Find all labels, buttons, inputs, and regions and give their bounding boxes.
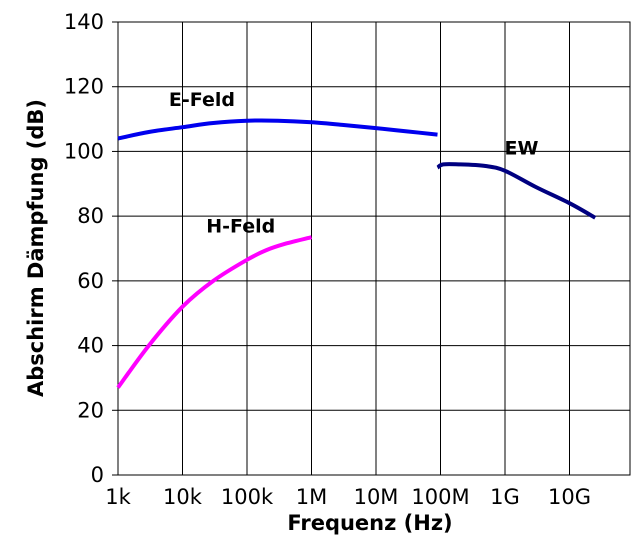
x-tick-label: 10M	[354, 485, 399, 509]
y-tick-label: 80	[77, 204, 104, 228]
x-tick-label: 10G	[548, 485, 591, 509]
x-tick-label: 100k	[221, 485, 274, 509]
series-line-h-feld	[116, 235, 312, 389]
y-tick-label: 40	[77, 334, 104, 358]
y-tick-label: 20	[77, 398, 104, 422]
series-group	[116, 118, 597, 389]
x-tick-label: 1k	[105, 485, 131, 509]
y-tick-label: 120	[64, 75, 104, 99]
tick-labels: 1k 10k 100k 1M 10M 100M 1G 10G 0 20 40 60 80 100 120 14…	[64, 10, 591, 509]
y-tick-label: 60	[77, 269, 104, 293]
y-axis-title: Abschirm Dämpfung (dB)	[24, 99, 48, 397]
series-line-e-feld	[117, 118, 438, 141]
x-tick-label: 100M	[411, 485, 469, 509]
x-tick-label: 1G	[490, 485, 520, 509]
series-line-ew	[436, 162, 597, 220]
series-labels: E-Feld H-Feld EW	[169, 89, 539, 237]
x-tick-label: 1M	[296, 485, 327, 509]
y-tick-label: 100	[64, 139, 104, 163]
series-label-e-feld: E-Feld	[169, 89, 235, 111]
y-tick-label: 140	[64, 10, 104, 34]
x-axis-title: Frequenz (Hz)	[287, 511, 452, 535]
series-label-ew: EW	[504, 138, 538, 160]
y-tick-label: 0	[91, 463, 104, 487]
x-tick-label: 10k	[163, 485, 203, 509]
grid	[112, 21, 631, 476]
series-label-h-feld: H-Feld	[206, 215, 275, 237]
